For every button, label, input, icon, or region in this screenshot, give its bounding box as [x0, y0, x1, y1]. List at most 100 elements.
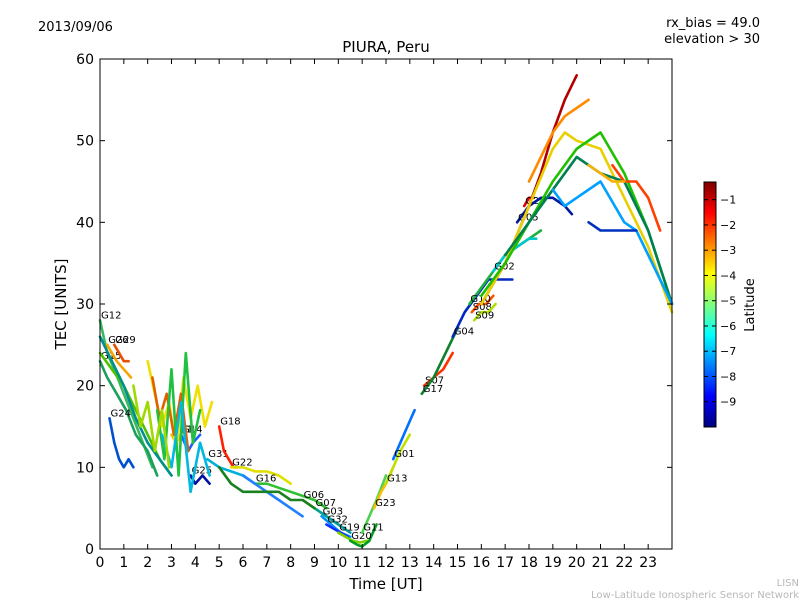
series-line-trace-46	[155, 351, 202, 477]
x-tick-label: 1	[119, 555, 128, 571]
series-line-g07	[313, 506, 352, 535]
colorbar-tick-label: −8	[720, 370, 736, 383]
series-label-g13: G13	[387, 474, 407, 485]
series-label-g17: G17	[423, 384, 443, 395]
series-line-g26	[105, 343, 133, 379]
x-tick-label: 6	[239, 555, 248, 571]
series-line-trace-32	[479, 131, 674, 314]
axis-ticks: 0 1 2 3 4 5 6 7 8 9 10 11 12 13 14 15 16 17 18 19 20 21 22 2301…	[76, 52, 672, 571]
x-tick-label: 19	[544, 555, 562, 571]
series-label-g11: G11	[363, 523, 383, 534]
x-tick-label: 15	[449, 555, 467, 571]
series-label-g10: G10	[470, 294, 490, 305]
x-tick-label: 16	[472, 555, 490, 571]
series-label-g31: G31	[208, 449, 228, 460]
x-tick-label: 17	[496, 555, 514, 571]
series-line-g01	[391, 408, 416, 461]
plot-frame	[99, 58, 673, 550]
series-label-g18: G18	[220, 417, 240, 428]
series-label-g04: G04	[454, 327, 474, 338]
series-label-g32: G32	[327, 515, 347, 526]
series-line-trace-43	[217, 465, 316, 510]
colorbar-tick-label: −6	[720, 320, 736, 333]
series-line-g29	[113, 343, 130, 363]
x-tick-label: 8	[286, 555, 295, 571]
x-tick-label: 2	[143, 555, 152, 571]
series-line-g22	[229, 465, 293, 486]
series-label-g23: G23	[375, 498, 395, 509]
x-tick-label: 0	[96, 555, 105, 571]
series-label-g06: G06	[304, 490, 324, 501]
y-tick-label: 30	[76, 297, 94, 313]
series-label-g29: G29	[115, 335, 135, 346]
series-label-g05: G05	[518, 212, 538, 223]
series-label-g26: G26	[108, 335, 128, 346]
x-tick-label: 20	[568, 555, 586, 571]
chart-title: PIURA, Peru	[342, 38, 429, 56]
series-line-s07	[422, 351, 455, 388]
series-label-g22: G22	[232, 457, 252, 468]
series-label-g19: G19	[339, 523, 359, 534]
y-tick-label: 0	[85, 542, 94, 558]
series-line-g24	[108, 416, 135, 469]
series-line-trace-38	[611, 163, 662, 232]
colorbar-tick-label: −2	[720, 219, 736, 232]
rx-bias-label: rx_bias = 49.0	[666, 16, 760, 31]
series-label-s08: S08	[473, 302, 492, 313]
y-tick-label: 20	[76, 379, 94, 395]
series-line-trace-41	[98, 335, 173, 477]
series-line-g17	[420, 327, 459, 396]
x-tick-label: 12	[377, 555, 395, 571]
x-tick-label: 18	[520, 555, 538, 571]
series-label-g16: G16	[256, 474, 276, 485]
colorbar-gradient	[703, 181, 717, 428]
colorbar-tick-label: −5	[720, 295, 736, 308]
x-tick-label: 22	[615, 555, 633, 571]
footer-network: Low-Latitude Ionospheric Sensor Network	[591, 590, 799, 600]
colorbar: −1 −2 −3 −4 −5 −6 −7 −8 −9	[703, 181, 736, 428]
colorbar-label: Latitude	[743, 278, 758, 332]
y-tick-label: 50	[76, 134, 94, 150]
series-line-g16	[253, 482, 328, 510]
series-line-g13	[384, 433, 412, 486]
x-tick-label: 4	[191, 555, 200, 571]
series-label-g24: G24	[111, 408, 131, 419]
colorbar-tick-label: −1	[720, 194, 736, 207]
y-axis-label: TEC [UNITS]	[52, 259, 70, 351]
elevation-label: elevation > 30	[664, 32, 760, 47]
x-tick-label: 9	[310, 555, 319, 571]
x-tick-label: 10	[329, 555, 347, 571]
y-tick-label: 60	[76, 52, 94, 68]
footer-lisn: LISN	[777, 578, 799, 589]
series-line-s09	[472, 302, 497, 322]
series-line-trace-36	[551, 180, 674, 306]
y-tick-label: 10	[76, 460, 94, 476]
series-label-g25: G25	[192, 466, 212, 477]
y-tick-label: 40	[76, 215, 94, 231]
series-label-g12: G12	[101, 310, 121, 321]
x-tick-label: 21	[592, 555, 610, 571]
series-label-g03: G03	[323, 506, 343, 517]
x-tick-label: 5	[215, 555, 224, 571]
series-label-g01: G01	[394, 449, 414, 460]
series-label-g07: G07	[316, 498, 336, 509]
colorbar-tick-label: −9	[720, 396, 736, 409]
plot-area: G12G15G26G29G24G21G14G25G31G18G22G16G06G…	[98, 74, 674, 548]
x-tick-label: 23	[639, 555, 657, 571]
series-label-s09: S09	[475, 310, 494, 321]
series-line-trace-48	[132, 384, 171, 469]
series-line-g02	[491, 237, 538, 273]
x-tick-label: 3	[167, 555, 176, 571]
series-line-trace-33	[527, 98, 590, 183]
x-tick-label: 14	[425, 555, 443, 571]
x-axis-label: Time [UT]	[348, 575, 422, 593]
series-label-s07: S07	[425, 376, 444, 387]
series-label-g15: G15	[101, 351, 121, 362]
series-line-g15	[98, 359, 159, 477]
colorbar-tick-label: −7	[720, 345, 736, 358]
date-label: 2013/09/06	[38, 20, 113, 35]
x-tick-label: 11	[353, 555, 371, 571]
series-label-g20: G20	[351, 531, 371, 542]
colorbar-tick-label: −4	[720, 269, 736, 282]
